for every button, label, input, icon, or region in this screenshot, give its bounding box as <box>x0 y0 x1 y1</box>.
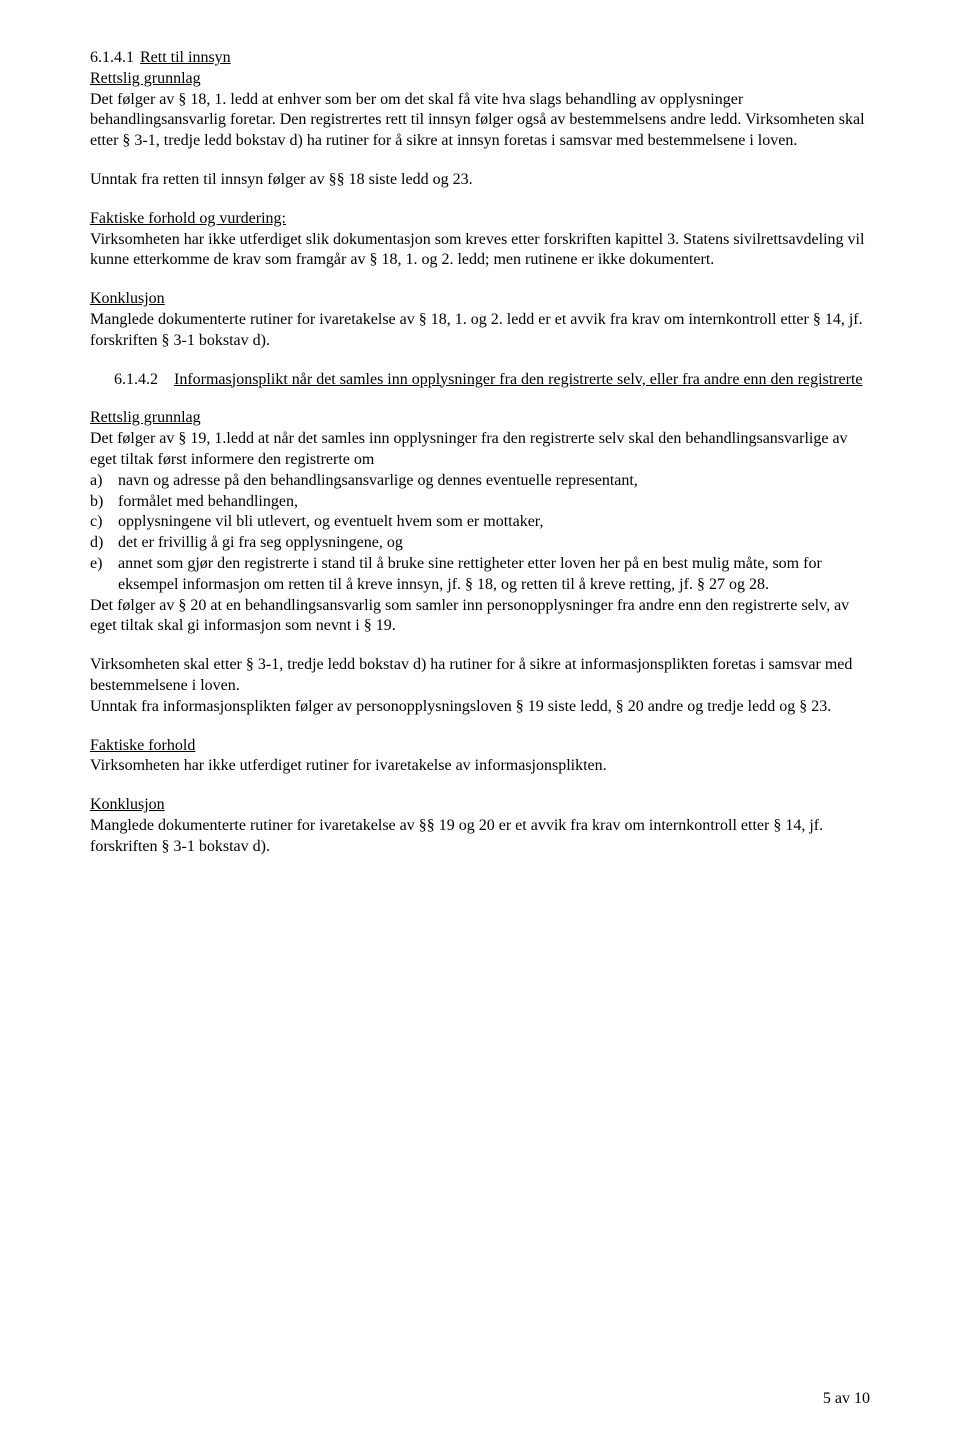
heading-6141: 6.1.4.1 Rett til innsyn <box>90 48 870 69</box>
paragraph-6141-4: Manglede dokumenterte rutiner for ivaret… <box>90 310 870 352</box>
paragraph-6141-1: Det følger av § 18, 1. ledd at enhver so… <box>90 90 870 152</box>
list-item-d: det er frivillig å gi fra seg opplysning… <box>118 533 870 554</box>
paragraph-6142-2: Det følger av § 20 at en behandlingsansv… <box>90 596 870 638</box>
facts-label-6141: Faktiske forhold og vurdering: <box>90 209 870 230</box>
paragraph-6142-6: Manglede dokumenterte rutiner for ivaret… <box>90 816 870 858</box>
facts-label-6142: Faktiske forhold <box>90 736 870 757</box>
paragraph-6141-3: Virksomheten har ikke utferdiget slik do… <box>90 230 870 272</box>
legal-basis-label-6141: Rettslig grunnlag <box>90 69 870 90</box>
paragraph-6141-2: Unntak fra retten til innsyn følger av §… <box>90 170 870 191</box>
letter-list-6142: navn og adresse på den behandlingsansvar… <box>90 471 870 596</box>
heading-6141-num: 6.1.4.1 <box>90 48 134 69</box>
heading-6142-num: 6.1.4.2 <box>114 370 174 391</box>
heading-6141-title: Rett til innsyn <box>140 49 231 66</box>
page: 6.1.4.1 Rett til innsyn Rettslig grunnlag… <box>0 0 960 1450</box>
page-footer: 5 av 10 <box>823 1389 870 1410</box>
legal-basis-label-6142: Rettslig grunnlag <box>90 408 870 429</box>
paragraph-6142-4: Unntak fra informasjonsplikten følger av… <box>90 697 870 718</box>
list-item-e: annet som gjør den registrerte i stand t… <box>118 554 870 596</box>
heading-6142: 6.1.4.2 Informasjonsplikt når det samles… <box>90 370 870 391</box>
conclusion-label-6142: Konklusjon <box>90 795 870 816</box>
paragraph-6142-3: Virksomheten skal etter § 3-1, tredje le… <box>90 655 870 697</box>
list-item-c: opplysningene vil bli utlevert, og event… <box>118 512 870 533</box>
paragraph-6142-1: Det følger av § 19, 1.ledd at når det sa… <box>90 429 870 471</box>
heading-6142-title: Informasjonsplikt når det samles inn opp… <box>174 370 870 391</box>
list-item-b: formålet med behandlingen, <box>118 492 870 513</box>
paragraph-6142-5: Virksomheten har ikke utferdiget rutiner… <box>90 756 870 777</box>
list-item-a: navn og adresse på den behandlingsansvar… <box>118 471 870 492</box>
conclusion-label-6141: Konklusjon <box>90 289 870 310</box>
